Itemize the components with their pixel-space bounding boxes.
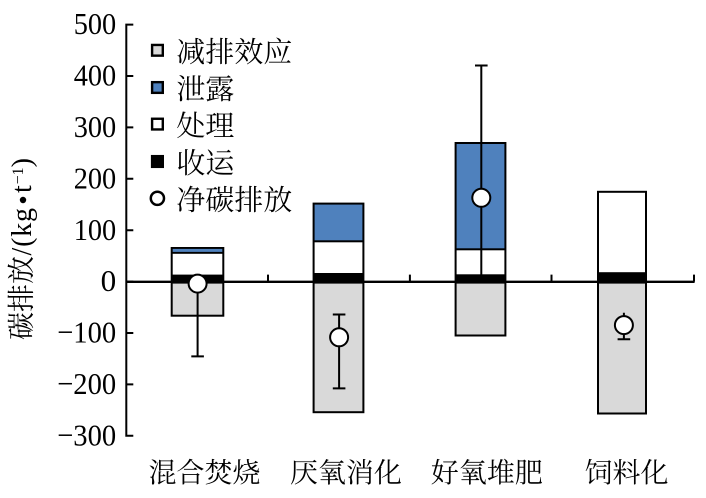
svg-text:0: 0 <box>101 263 117 298</box>
svg-text:500: 500 <box>74 6 117 41</box>
svg-text:400: 400 <box>74 58 117 93</box>
svg-text:200: 200 <box>74 160 117 195</box>
svg-text:/(kg: /(kg <box>7 207 38 255</box>
svg-text:100: 100 <box>74 212 117 247</box>
svg-text:300: 300 <box>74 109 117 144</box>
svg-text:−200: −200 <box>57 366 116 401</box>
svg-text:−300: −300 <box>57 417 116 452</box>
svg-text:−100: −100 <box>57 315 116 350</box>
